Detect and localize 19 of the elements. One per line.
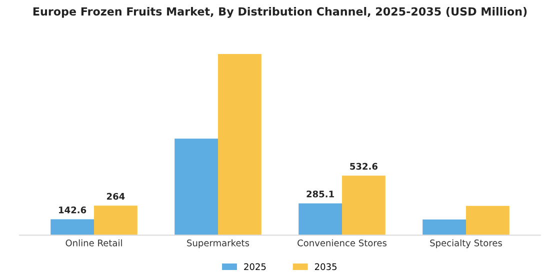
x-tick-label: Convenience Stores <box>298 239 387 246</box>
legend-label: 2025 <box>244 263 266 270</box>
bar <box>218 54 262 236</box>
bar <box>466 206 510 236</box>
bar <box>298 203 342 236</box>
legend-label: 2035 <box>314 263 336 270</box>
bar <box>422 220 466 236</box>
data-label: 264 <box>106 192 125 200</box>
data-label: 285.1 <box>306 190 334 198</box>
x-tick-label: Supermarkets <box>187 239 250 248</box>
data-label: 532.6 <box>350 162 378 170</box>
bar <box>94 206 138 236</box>
bar <box>174 138 218 236</box>
data-label: 142.6 <box>59 206 86 214</box>
x-tick-label: Online Retail <box>66 239 122 246</box>
x-tick-label: Specialty Stores <box>430 239 502 248</box>
chart-title: Europe Frozen Fruits Market, By Distribution Channel, 2025-2035 (USD Million) <box>33 7 527 18</box>
bar <box>342 176 386 236</box>
bar <box>50 219 94 236</box>
